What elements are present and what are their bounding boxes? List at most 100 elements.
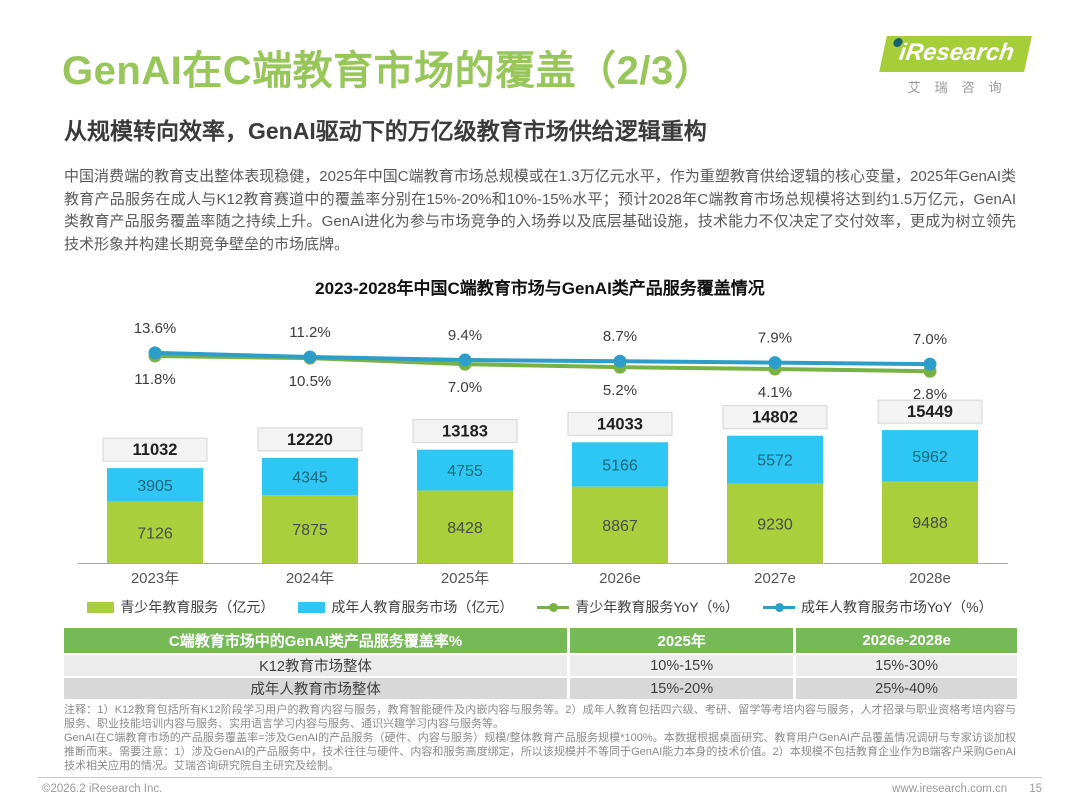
bar-segment-youth (572, 486, 668, 563)
bar-segment-youth (727, 483, 823, 563)
table-header-cell: 2025年 (570, 628, 794, 653)
bar-segment-youth (107, 501, 203, 563)
yoy-percent-label: 9.4% (448, 327, 482, 344)
table-cell: 15%-30% (796, 655, 1017, 676)
yoy-percent-label: 10.5% (289, 373, 332, 390)
bar-total-value: 14033 (597, 415, 643, 433)
yoy-percent-label: 8.7% (603, 328, 637, 345)
bar-total-value: 11032 (133, 441, 178, 459)
bar-value-adult: 4755 (447, 463, 483, 480)
legend-marker (775, 603, 784, 612)
yoy-percent-label: 13.6% (134, 320, 177, 337)
yoy-percent-label: 7.9% (758, 330, 792, 347)
bar-total-value: 14802 (752, 409, 798, 427)
page-subtitle: 从规模转向效率，GenAI驱动下的万亿级教育市场供给逻辑重构 (64, 118, 707, 144)
yoy-percent-label: 4.1% (758, 384, 792, 401)
yoy-marker (303, 350, 317, 364)
x-axis-tick-label: 2024年 (286, 570, 334, 587)
legend-swatch-icon (87, 601, 115, 613)
yoy-marker (458, 353, 472, 367)
x-axis-tick-label: 2028e (909, 570, 951, 587)
body-paragraph: 中国消费端的教育支出整体表现稳健，2025年中国C端教育市场总规模或在1.3万亿… (64, 168, 1016, 253)
bar-value-youth: 8867 (602, 518, 638, 535)
legend-item-youth-yoy: 青少年教育服务YoY（%） (537, 597, 739, 617)
combo-chart: 2023-2028年中国C端教育市场与GenAI类产品服务覆盖情况 7126 39… (0, 268, 1080, 598)
yoy-percent-label: 7.0% (913, 331, 947, 348)
legend-swatch-icon (298, 601, 326, 613)
iresearch-logo: iResearch 艾瑞咨询 (879, 36, 1032, 96)
yoy-marker (923, 357, 937, 371)
footnote-1: 注释：1）K12教育包括所有K12阶段学习用户的教育内容与服务，教育智能硬件及内… (64, 704, 1016, 730)
table-header-cell: C端教育市场中的GenAI类产品服务覆盖率% (64, 628, 568, 653)
table-cell: K12教育市场整体 (64, 655, 568, 676)
footnote-2: GenAI在C端教育市场的产品服务覆盖率=涉及GenAI的产品服务（硬件、内容与… (64, 732, 1016, 772)
bar-segment-youth (262, 495, 358, 563)
bar-total-value: 15449 (907, 403, 953, 421)
bar-total-box (877, 399, 983, 424)
bar-segment-adult (417, 449, 513, 491)
bar-segment-adult (572, 442, 668, 487)
legend-marker (549, 603, 559, 612)
legend-label: 青少年教育服务YoY（%） (575, 599, 739, 615)
x-axis-tick-label: 2025年 (441, 570, 489, 587)
yoy-marker (613, 354, 627, 368)
chart-title: 2023-2028年中国C端教育市场与GenAI类产品服务覆盖情况 (315, 279, 765, 298)
legend-item-youth-bars: 青少年教育服务（亿元） (87, 597, 274, 617)
bar-value-youth: 9488 (912, 515, 948, 532)
bar-segment-youth (417, 490, 513, 563)
bar-value-youth: 8428 (447, 520, 483, 537)
bar-total-box (567, 411, 673, 436)
bar-value-adult: 5962 (912, 449, 948, 466)
bar-value-adult: 5166 (602, 458, 638, 475)
chart-canvas: 7126 3905 11032 2023年 7875 4345 12220 2024年 8428… (78, 320, 1008, 587)
logo-chinese-name: 艾瑞咨询 (907, 80, 1016, 95)
footnotes: 注释：1）K12教育包括所有K12阶段学习用户的教育内容与服务，教育智能硬件及内… (64, 703, 1016, 773)
website-link[interactable]: www.iresearch.com.cn (892, 783, 1008, 795)
bar-value-youth: 7126 (137, 525, 173, 542)
table-cell: 成年人教育市场整体 (64, 678, 568, 699)
table-cell: 25%-40% (796, 678, 1017, 699)
legend-item-adult-yoy: 成年人教育服务市场YoY（%） (763, 597, 993, 617)
legend-line-marker-icon (763, 601, 795, 613)
bar-total-box (102, 437, 208, 462)
yoy-percent-label: 7.0% (448, 379, 482, 396)
bar-segment-adult (727, 435, 823, 484)
yoy-percent-label: 11.2% (289, 324, 330, 341)
table-row: K12教育市场整体 10%-15% 15%-30% (64, 655, 1017, 676)
bar-total-box (412, 419, 518, 444)
page-title: GenAI在C端教育市场的覆盖（2/3） (62, 49, 715, 93)
logo-brand-text: iResearch (897, 39, 1017, 66)
table-cell: 15%-20% (570, 678, 794, 699)
page-number: 15 (1029, 783, 1042, 795)
yoy-percent-label: 2.8% (913, 386, 947, 403)
x-axis-tick-label: 2026e (599, 570, 641, 587)
bar-total-value: 13183 (442, 423, 488, 441)
coverage-table: C端教育市场中的GenAI类产品服务覆盖率% 2025年 2026e-2028e K1… (64, 628, 1017, 699)
chart-legend: 青少年教育服务（亿元） 成年人教育服务市场（亿元） 青少年教育服务YoY（%） 成年人… (0, 597, 1080, 617)
bar-segment-adult (107, 468, 203, 502)
legend-item-adult-bars: 成年人教育服务市场（亿元） (298, 597, 513, 617)
x-axis-tick-label: 2023年 (131, 570, 179, 587)
bar-value-youth: 7875 (292, 522, 328, 539)
bar-total-box (722, 405, 828, 430)
bar-value-adult: 5572 (757, 453, 793, 470)
bar-value-adult: 4345 (292, 470, 328, 487)
bar-total-value: 12220 (287, 431, 333, 449)
bar-value-youth: 9230 (757, 516, 793, 533)
table-header-row: C端教育市场中的GenAI类产品服务覆盖率% 2025年 2026e-2028e (64, 628, 1017, 653)
legend-line-marker-icon (537, 601, 570, 613)
legend-label: 成年人教育服务市场（亿元） (331, 599, 514, 615)
bar-segment-youth (882, 481, 978, 563)
yoy-marker (768, 356, 782, 370)
page-footer: ©2026.2 iResearch Inc. www.iresearch.com… (0, 783, 1080, 795)
bar-total-box (257, 427, 363, 452)
legend-label: 青少年教育服务（亿元） (120, 599, 275, 615)
yoy-percent-label: 11.8% (134, 371, 175, 388)
table-row: 成年人教育市场整体 15%-20% 25%-40% (64, 678, 1017, 699)
legend-label: 成年人教育服务市场YoY（%） (801, 599, 993, 615)
table-cell: 10%-15% (570, 655, 794, 676)
yoy-line (153, 350, 932, 367)
x-axis-tick-label: 2027e (754, 570, 796, 587)
copyright-text: ©2026.2 iResearch Inc. (42, 783, 163, 795)
footer-divider (38, 777, 1042, 778)
